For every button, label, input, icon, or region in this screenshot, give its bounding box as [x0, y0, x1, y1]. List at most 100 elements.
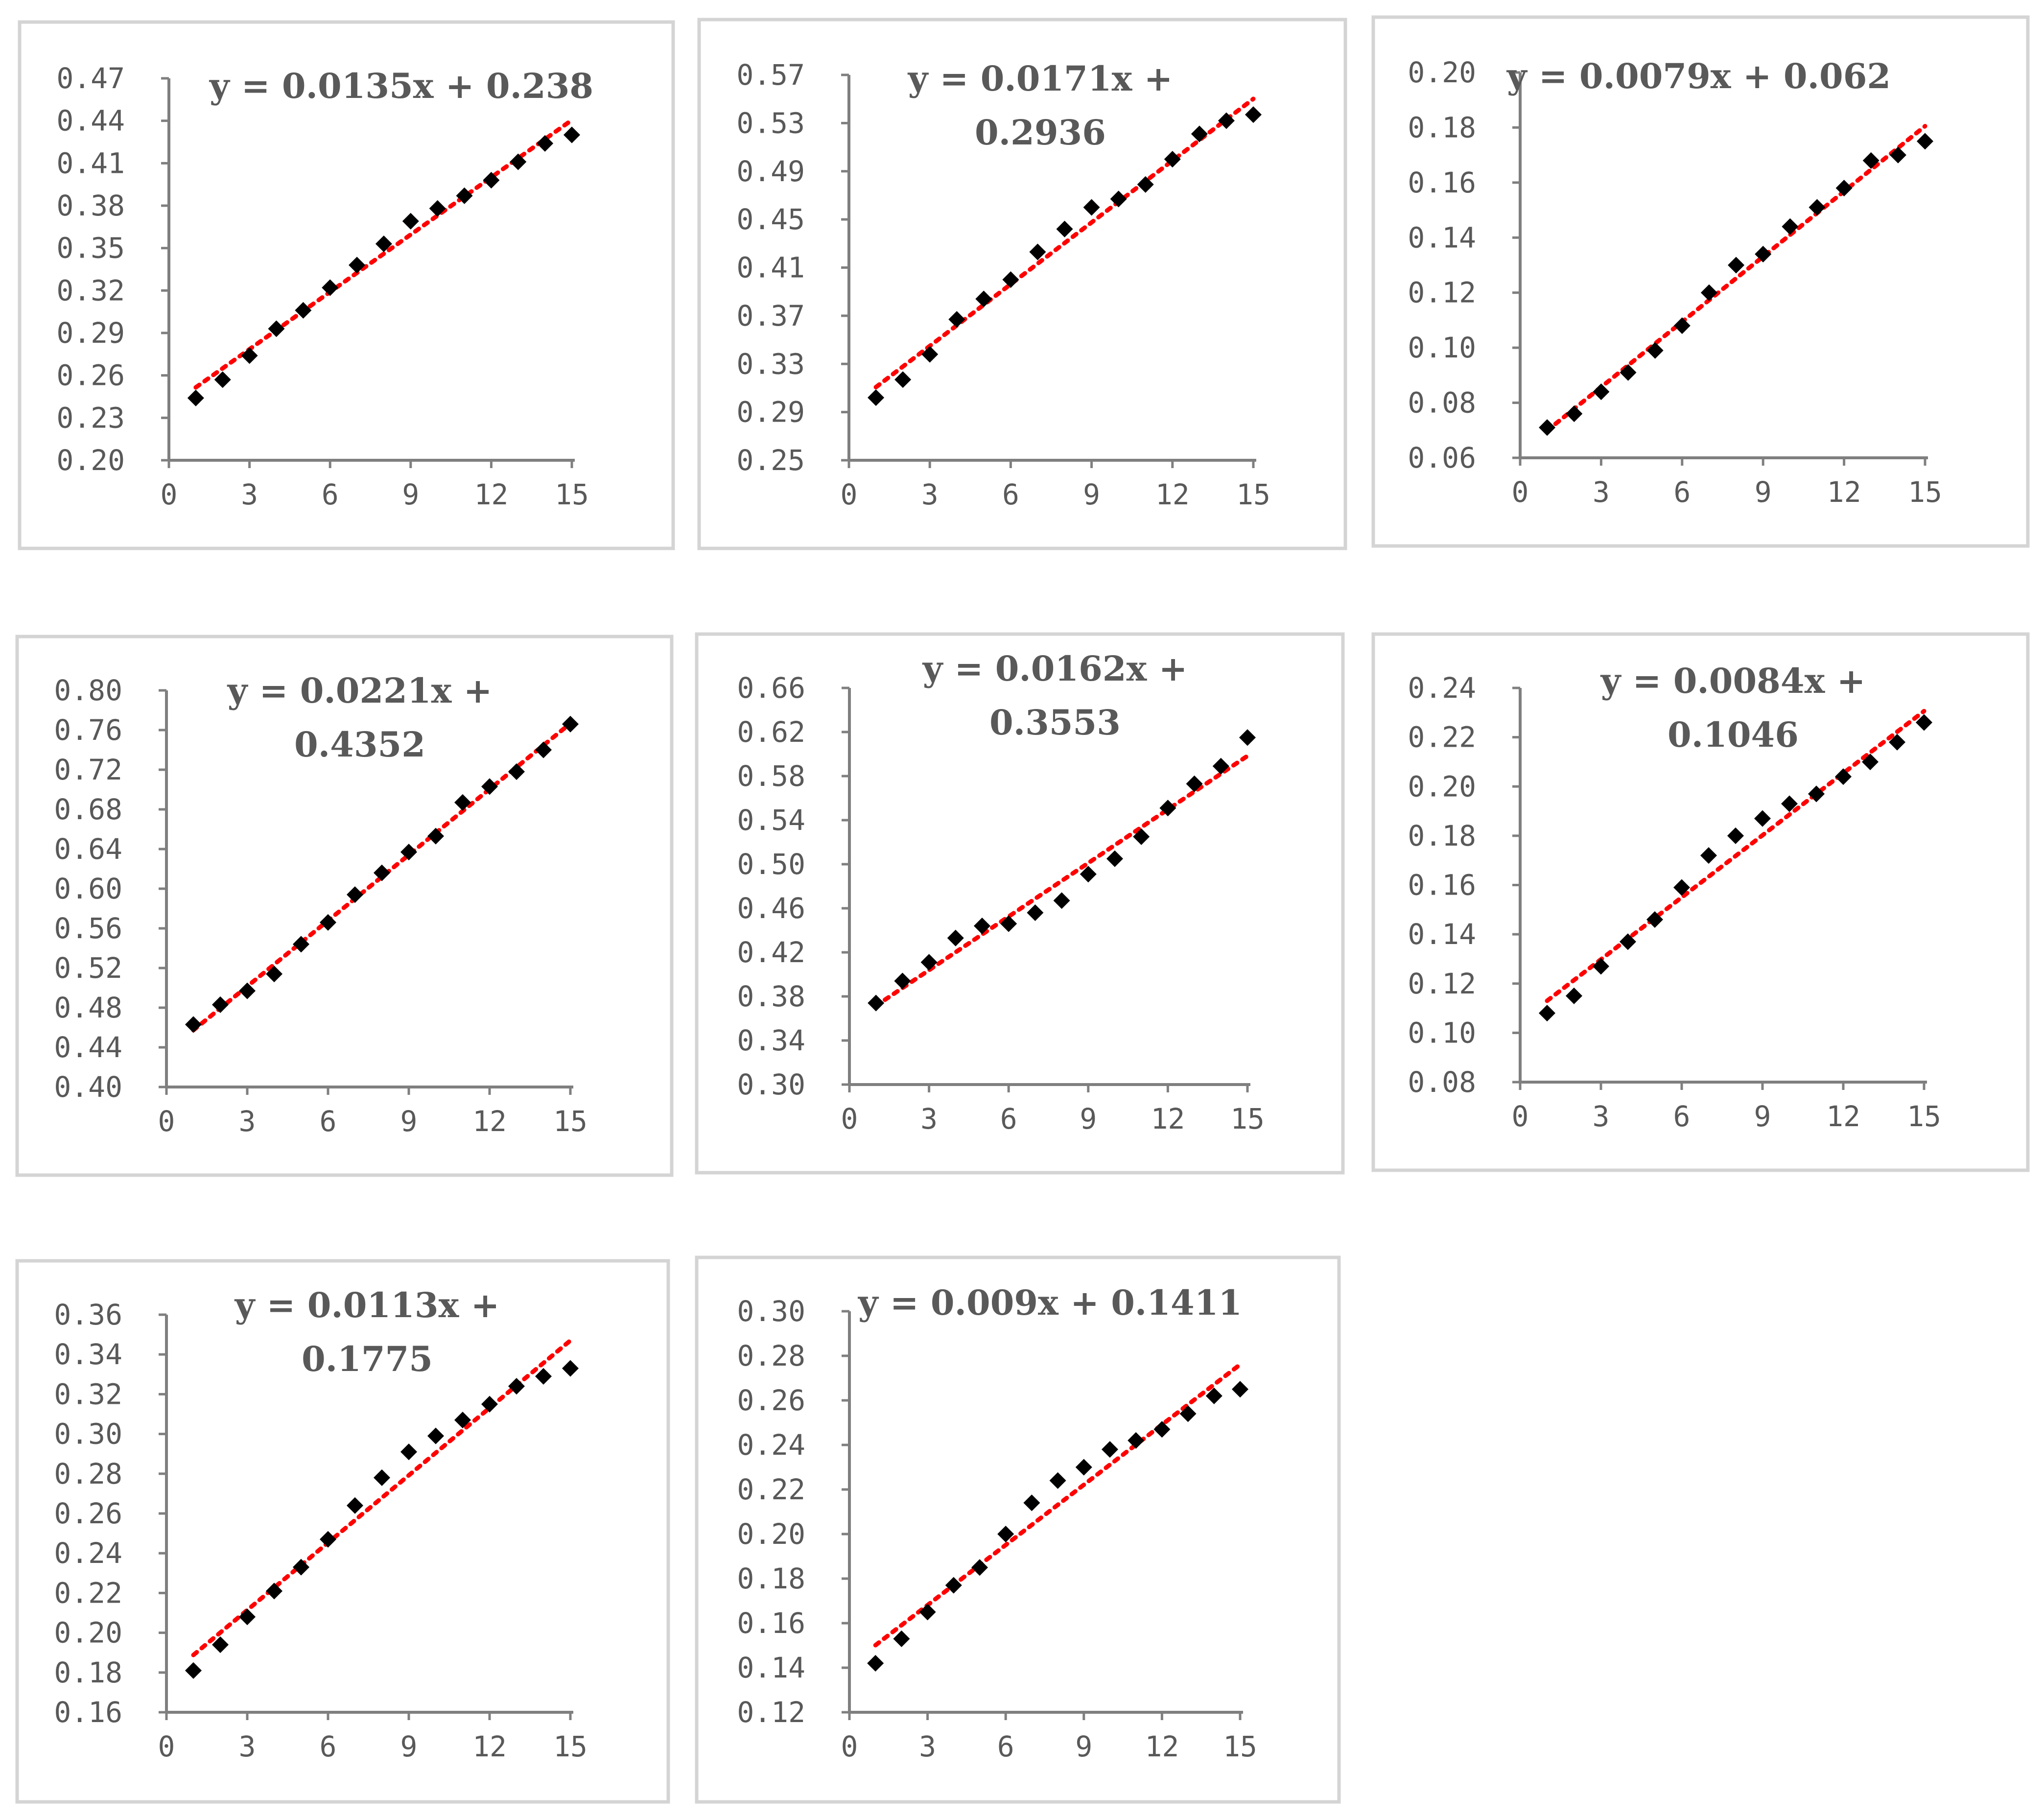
x-tick-label: 15 [555, 478, 589, 511]
trendline-equation: y = 0.0171x + [908, 58, 1173, 99]
x-tick-label: 6 [997, 1730, 1014, 1763]
x-tick-label: 9 [1754, 1100, 1771, 1133]
y-tick-label: 0.12 [1408, 967, 1476, 1000]
data-point [562, 1360, 579, 1377]
y-tick-label: 0.18 [737, 1562, 805, 1595]
data-point [894, 371, 912, 388]
data-point [1102, 1441, 1118, 1458]
data-point [347, 1497, 363, 1514]
data-point [1191, 125, 1208, 142]
data-point [454, 794, 471, 811]
data-point [1889, 146, 1906, 164]
x-tick-label: 12 [1145, 1730, 1179, 1763]
data-point [1133, 828, 1150, 845]
data-point [185, 1016, 202, 1033]
trendline-equation: y = 0.0113x + [235, 1285, 500, 1325]
data-point [1727, 827, 1744, 844]
data-point [1646, 342, 1664, 359]
y-tick-label: 0.76 [54, 713, 122, 747]
data-point [293, 1559, 309, 1576]
x-tick-label: 0 [841, 478, 858, 511]
x-tick-label: 3 [239, 1105, 256, 1138]
x-tick-label: 9 [402, 478, 419, 511]
y-tick-label: 0.20 [1408, 770, 1476, 803]
x-tick-label: 3 [1593, 475, 1610, 509]
data-point [1700, 847, 1717, 864]
x-tick-label: 12 [472, 1105, 507, 1138]
trendline [873, 1362, 1243, 1648]
data-point [400, 844, 417, 861]
y-tick-label: 0.08 [1408, 1065, 1476, 1099]
data-point [535, 741, 552, 758]
data-point [400, 1443, 417, 1461]
data-point [483, 172, 500, 189]
data-point [293, 936, 309, 953]
data-point [537, 135, 554, 152]
y-tick-label: 0.34 [54, 1338, 122, 1371]
trendline-equation: 0.3553 [989, 702, 1121, 743]
chart-panel-1: 0.20 0.23 0.26 0.29 0.32 0.35 0.38 0.41 0.44 0.47… [18, 20, 675, 550]
y-tick-label: 0.34 [737, 1024, 805, 1057]
data-point [1835, 768, 1852, 785]
data-point [1049, 1472, 1066, 1489]
data-point [921, 346, 939, 363]
y-tick-label: 0.38 [737, 980, 805, 1013]
data-point [1566, 987, 1582, 1004]
data-point [481, 778, 498, 795]
y-tick-label: 0.72 [54, 753, 122, 786]
data-point [564, 126, 580, 143]
data-point [185, 1662, 202, 1679]
trendline-equation: 0.1775 [302, 1339, 433, 1379]
data-point [1917, 133, 1933, 150]
y-tick-label: 0.58 [737, 759, 805, 793]
data-point [1179, 1405, 1197, 1422]
y-tick-label: 0.26 [737, 1384, 805, 1417]
data-point [266, 966, 282, 983]
data-point [1083, 199, 1100, 216]
chart-panel-2: 0.25 0.29 0.33 0.37 0.41 0.45 0.49 0.53 0.57 0 3 6 9… [697, 18, 1347, 550]
data-point [1053, 892, 1070, 909]
data-point [1646, 911, 1663, 928]
y-tick-label: 0.14 [1408, 918, 1476, 951]
y-tick-label: 0.22 [54, 1576, 122, 1609]
x-tick-label: 6 [1673, 475, 1691, 509]
x-tick-label: 3 [241, 478, 258, 511]
x-tick-label: 0 [158, 1105, 175, 1138]
x-tick-label: 9 [1080, 1102, 1097, 1135]
data-point [374, 1469, 390, 1486]
data-point [1002, 271, 1019, 288]
x-tick-label: 12 [1827, 475, 1861, 509]
y-tick-label: 0.26 [54, 1497, 122, 1530]
chart-panel-5: 0.30 0.34 0.38 0.42 0.46 0.50 0.54 0.58 0.62 0.66… [695, 632, 1345, 1175]
data-point [1593, 958, 1609, 975]
data-point [320, 914, 336, 931]
x-tick-label: 15 [1230, 1102, 1265, 1135]
data-point [1781, 795, 1798, 812]
x-tick-label: 15 [1223, 1730, 1257, 1763]
data-point [374, 864, 390, 881]
y-tick-label: 0.10 [1408, 1016, 1476, 1049]
trendline-equation: y = 0.0221x + [227, 670, 493, 711]
y-tick-label: 0.35 [56, 232, 125, 265]
data-point [1862, 753, 1879, 770]
y-tick-label: 0.42 [737, 936, 805, 969]
trendline [1545, 709, 1927, 1003]
y-tick-label: 0.20 [737, 1517, 805, 1551]
data-point [1700, 284, 1717, 301]
trendline-equation: y = 0.0079x + 0.062 [1506, 56, 1891, 96]
trendline-equation: 0.2936 [975, 112, 1106, 153]
y-tick-label: 0.26 [56, 359, 125, 392]
x-tick-label: 12 [472, 1730, 507, 1763]
data-point [1029, 243, 1046, 260]
data-point [429, 200, 446, 217]
data-point [920, 954, 938, 971]
data-point [1239, 729, 1256, 746]
data-point [241, 347, 258, 364]
data-point [1620, 933, 1636, 950]
data-point [1673, 879, 1690, 896]
x-tick-label: 15 [1908, 475, 1942, 509]
data-point [1916, 714, 1932, 731]
data-point [454, 1412, 471, 1429]
y-tick-label: 0.33 [736, 347, 805, 380]
